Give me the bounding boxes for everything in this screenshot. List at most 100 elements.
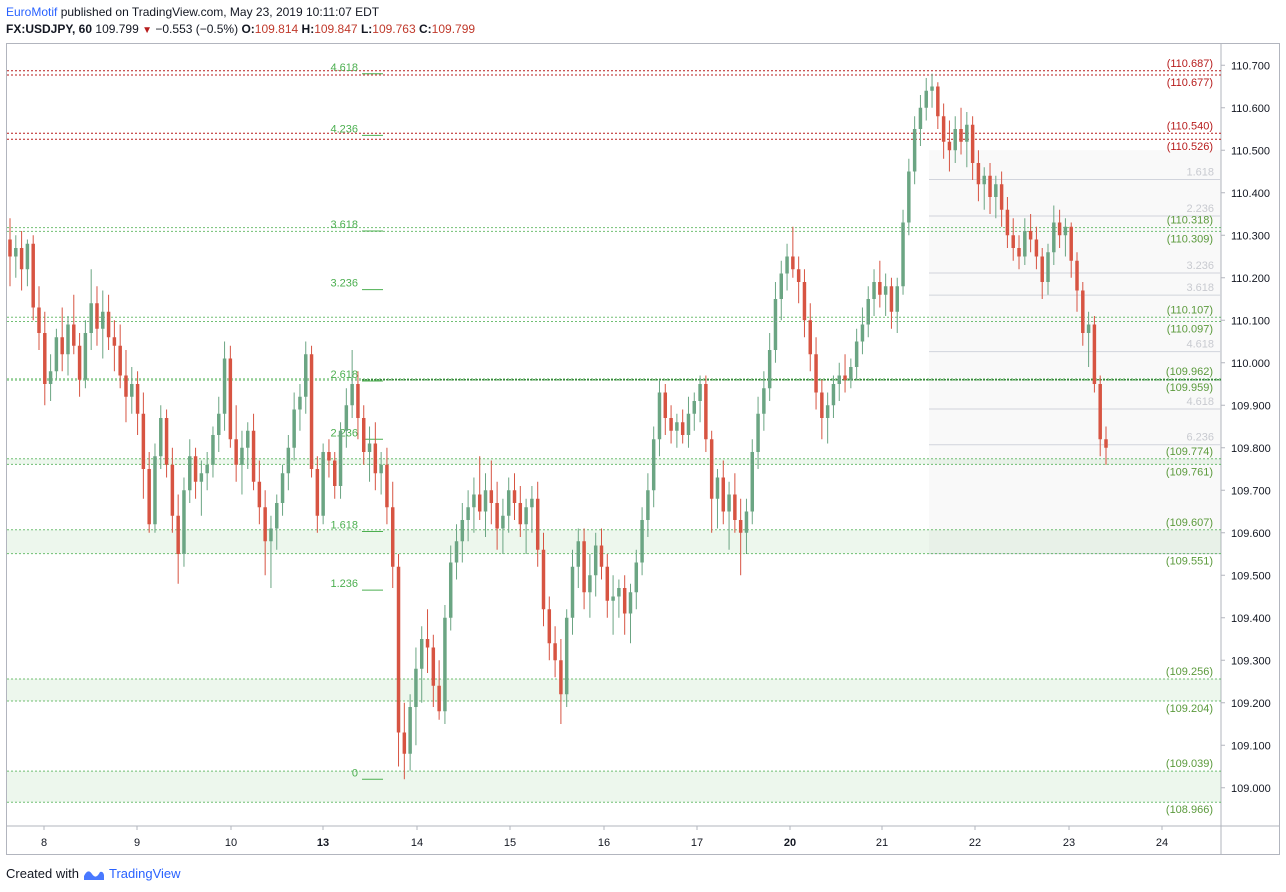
candle (634, 549, 639, 610)
candle (1028, 214, 1033, 253)
price-axis-label: 109.600 (1231, 528, 1271, 540)
candle-body (686, 413, 691, 435)
candle-body (501, 515, 505, 529)
candle (628, 583, 633, 644)
candle-body (553, 643, 557, 661)
candle (912, 116, 917, 185)
candle (680, 409, 685, 444)
candle-body (246, 430, 250, 448)
candle-body (878, 282, 882, 295)
candle-body (199, 473, 204, 482)
candle (263, 490, 267, 576)
candle-body (646, 490, 650, 520)
candle (135, 371, 140, 435)
candle (199, 460, 204, 516)
candle (872, 269, 876, 316)
candle (1063, 218, 1068, 257)
candle (547, 596, 552, 661)
candle (994, 175, 998, 219)
candle (466, 490, 470, 542)
candle-body (1104, 439, 1108, 448)
candle-body (918, 107, 923, 129)
candle (472, 477, 476, 533)
candle (1017, 235, 1021, 270)
candle-body (541, 549, 546, 610)
price-axis-label: 110.000 (1231, 358, 1270, 370)
candle-body (333, 460, 337, 486)
candle (744, 498, 749, 554)
chart-frame (6, 43, 1280, 855)
support-zone (7, 678, 1221, 702)
published-text: published on TradingView.com, May 23, 20… (60, 5, 380, 19)
candle (118, 324, 122, 389)
candle (483, 473, 488, 537)
candle (866, 286, 870, 338)
candle (309, 345, 314, 478)
candle (477, 456, 482, 520)
candle (321, 443, 325, 525)
symbol-label[interactable]: FX:USDJPY, 60 (6, 22, 93, 36)
candle (1005, 197, 1010, 248)
candle (849, 358, 853, 389)
candle-body (901, 222, 905, 287)
candle-body (1057, 222, 1062, 236)
candle (553, 626, 557, 678)
candle (570, 549, 575, 635)
candle-body (617, 588, 621, 597)
candle-body (889, 286, 894, 312)
candle (976, 150, 981, 202)
candle (831, 375, 836, 418)
candle-body (211, 435, 215, 465)
candle (709, 430, 714, 533)
candle (524, 498, 528, 554)
support-label: (110.097) (1167, 324, 1213, 336)
candle (414, 647, 418, 746)
candle (930, 73, 934, 108)
candle (617, 579, 621, 618)
candle-body (361, 418, 366, 452)
candle (773, 282, 778, 363)
candle (901, 209, 905, 295)
candle-body (466, 507, 470, 520)
fib-extension-label: 3.618 (1186, 282, 1214, 294)
candle (275, 494, 279, 550)
candle (495, 481, 499, 550)
candle-body (733, 494, 737, 520)
candle-body (849, 367, 853, 380)
price-change: −0.553 (−0.5%) (155, 22, 239, 36)
candle (101, 290, 105, 359)
created-with-text: Created with (6, 866, 79, 881)
publisher-link[interactable]: EuroMotif (6, 5, 58, 19)
candle-body (883, 286, 888, 295)
tradingview-brand[interactable]: TradingView (108, 866, 181, 881)
candle-body (692, 401, 697, 414)
candle (379, 452, 383, 495)
candle (889, 277, 894, 329)
fib-extension-label: 6.236 (1186, 432, 1214, 444)
candle-body (182, 490, 186, 554)
candle (193, 447, 198, 499)
candle-body (390, 507, 395, 567)
candle-body (1092, 324, 1097, 384)
candle (733, 473, 737, 533)
tradingview-logo-icon (83, 870, 104, 880)
candle (176, 494, 180, 584)
candle (60, 307, 64, 372)
candle-body (141, 413, 146, 469)
candle-body (14, 248, 18, 257)
candle (1057, 209, 1062, 248)
fib-level-label: 4.618 (330, 62, 358, 74)
candle (217, 396, 221, 452)
candle (361, 405, 366, 465)
candle-body (750, 452, 755, 512)
candle (663, 384, 668, 435)
candle-body (327, 452, 331, 461)
candle-body (785, 256, 789, 274)
price-axis-label: 109.000 (1231, 783, 1271, 795)
candle (599, 528, 604, 580)
candle (941, 103, 946, 159)
candle (895, 277, 899, 333)
candle-body (321, 452, 325, 516)
candle-body (338, 430, 343, 486)
